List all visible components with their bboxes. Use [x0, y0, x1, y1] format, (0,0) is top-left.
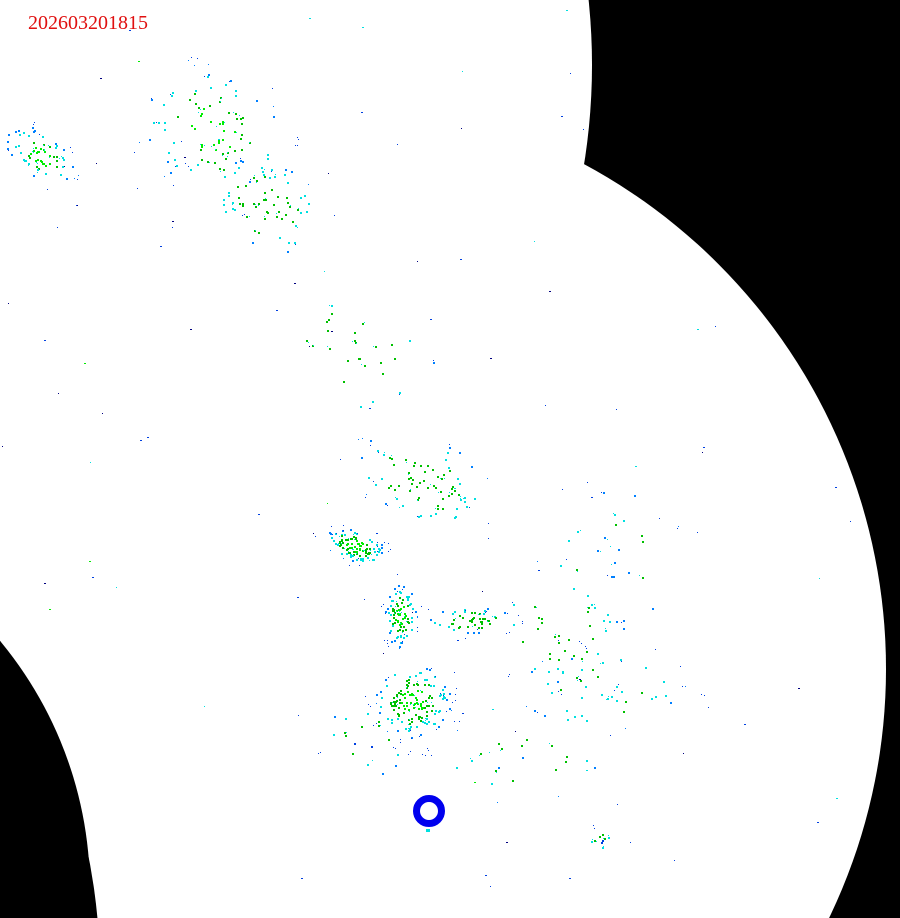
- timestamp-label: 202603201815: [28, 12, 148, 34]
- radar-site-ring-marker[interactable]: [413, 795, 445, 827]
